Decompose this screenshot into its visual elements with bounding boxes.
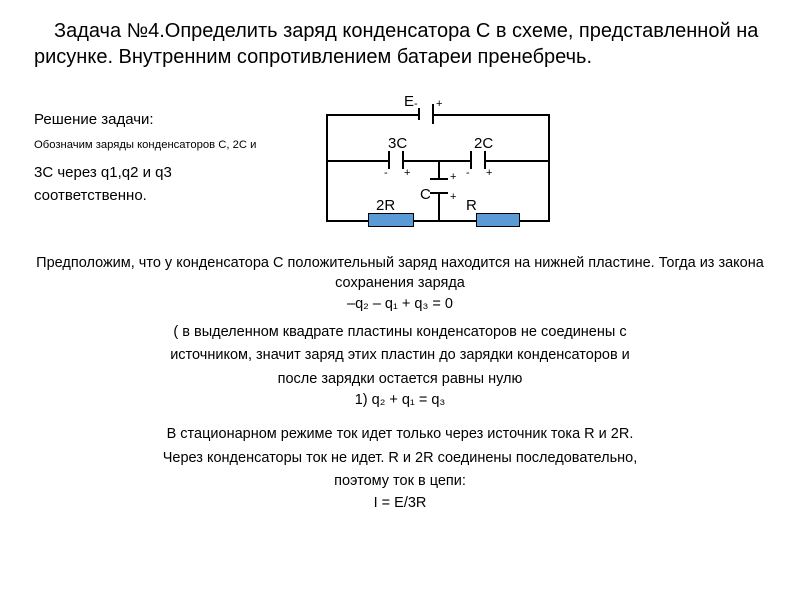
label-2R: 2R <box>376 198 395 213</box>
circuit-container: E - + 3С - + 2С - + <box>306 86 766 242</box>
intro-line-2: 3С через q1,q2 и q3 соответственно. <box>34 161 284 208</box>
sol-p2c: после зарядки остается равны нулю <box>34 370 766 390</box>
sol-eq1: –q₂ – q₁ + q₃ = 0 <box>34 295 766 315</box>
solution-body: Предположим, что у конденсатора С положи… <box>34 254 766 513</box>
sol-p3c: поэтому ток в цепи: <box>34 472 766 492</box>
problem-title: Задача №4.Определить заряд конденсатора … <box>34 18 766 70</box>
label-3C: 3С <box>388 136 407 151</box>
label-C: С <box>420 187 431 202</box>
sol-p3a: В стационарном режиме ток идет только че… <box>34 425 766 445</box>
sol-eq2: 1) q₂ + q₁ = q₃ <box>34 391 766 411</box>
resistor-R <box>476 213 520 227</box>
cap3c-plus: + <box>404 168 410 179</box>
label-2C: 2С <box>474 136 493 151</box>
sol-p1: Предположим, что у конденсатора С положи… <box>34 254 766 293</box>
middle-row: Решение задачи: Обозначим заряды конденс… <box>34 86 766 242</box>
capC-plus-top: + <box>450 172 456 183</box>
battery-plus: + <box>436 99 442 110</box>
cap2c-plus: + <box>486 168 492 179</box>
resistor-2R <box>368 213 414 227</box>
battery-minus: - <box>414 99 418 110</box>
circuit-diagram: E - + 3С - + 2С - + <box>306 92 586 242</box>
cap3c-minus: - <box>384 168 388 179</box>
label-E: E <box>404 94 414 109</box>
intro-line-1: Обозначим заряды конденсаторов С, 2С и <box>34 137 284 154</box>
label-R: R <box>466 198 477 213</box>
solution-intro: Решение задачи: Обозначим заряды конденс… <box>34 86 284 213</box>
cap2c-minus: - <box>466 168 470 179</box>
sol-p2a: ( в выделенном квадрате пластины конденс… <box>34 323 766 343</box>
sol-eq3: I = E/3R <box>34 494 766 514</box>
sol-p2b: источником, значит заряд этих пластин до… <box>34 346 766 366</box>
sol-p3b: Через конденсаторы ток не идет. R и 2R с… <box>34 449 766 469</box>
capC-plus-bot: + <box>450 192 456 203</box>
solution-heading: Решение задачи: <box>34 108 284 131</box>
